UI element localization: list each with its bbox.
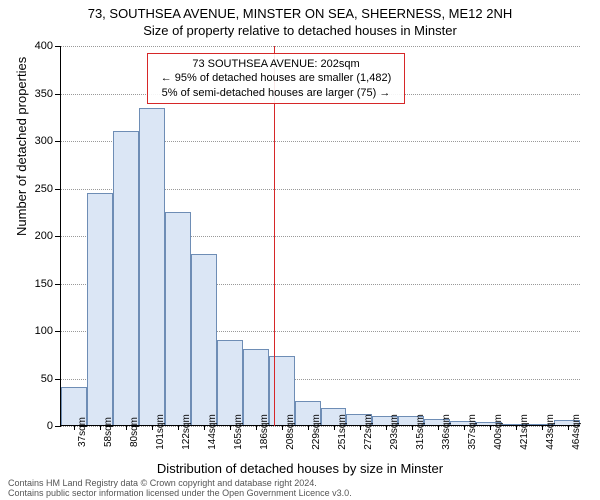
x-tick-label: 421sqm — [519, 414, 530, 450]
bar — [165, 212, 191, 425]
bar — [87, 193, 113, 425]
x-tick — [490, 425, 491, 430]
x-tick-label: 122sqm — [181, 414, 192, 450]
x-tick — [386, 425, 387, 430]
x-tick — [516, 425, 517, 430]
x-tick-label: 336sqm — [441, 414, 452, 450]
x-tick — [256, 425, 257, 430]
x-axis-label: Distribution of detached houses by size … — [0, 461, 600, 476]
x-tick — [438, 425, 439, 430]
x-tick-label: 101sqm — [155, 414, 166, 450]
x-tick — [334, 425, 335, 430]
y-tick-label: 200 — [35, 230, 53, 242]
annotation-line-2: ← 95% of detached houses are smaller (1,… — [154, 71, 398, 85]
x-tick — [568, 425, 569, 430]
x-tick-label: 251sqm — [337, 414, 348, 450]
y-tick-label: 50 — [41, 373, 53, 385]
y-tick-label: 0 — [47, 420, 53, 432]
x-tick — [464, 425, 465, 430]
x-tick-label: 293sqm — [389, 414, 400, 450]
y-axis-label: Number of detached properties — [14, 57, 29, 236]
x-tick-label: 315sqm — [415, 414, 426, 450]
y-tick-label: 100 — [35, 325, 53, 337]
x-tick — [152, 425, 153, 430]
y-tick-label: 250 — [35, 183, 53, 195]
y-tick-label: 300 — [35, 135, 53, 147]
x-tick-label: 443sqm — [545, 414, 556, 450]
x-tick-label: 58sqm — [103, 417, 114, 447]
x-tick-label: 464sqm — [571, 414, 582, 450]
x-tick-label: 165sqm — [233, 414, 244, 450]
y-tick-label: 400 — [35, 40, 53, 52]
y-tick — [55, 426, 61, 427]
x-tick — [542, 425, 543, 430]
footer-line-1: Contains HM Land Registry data © Crown c… — [8, 478, 352, 488]
x-tick — [308, 425, 309, 430]
x-tick — [412, 425, 413, 430]
x-tick-label: 186sqm — [259, 414, 270, 450]
x-tick-label: 229sqm — [311, 414, 322, 450]
bar — [113, 131, 139, 425]
x-tick — [230, 425, 231, 430]
x-tick — [178, 425, 179, 430]
x-tick-label: 357sqm — [467, 414, 478, 450]
bar — [191, 254, 217, 425]
footer-attribution: Contains HM Land Registry data © Crown c… — [8, 478, 352, 498]
x-tick-label: 80sqm — [129, 417, 140, 447]
page-title: 73, SOUTHSEA AVENUE, MINSTER ON SEA, SHE… — [0, 0, 600, 21]
chart-area: 05010015020025030035040037sqm58sqm80sqm1… — [60, 46, 580, 426]
x-tick — [204, 425, 205, 430]
annotation-line-3: 5% of semi-detached houses are larger (7… — [154, 86, 398, 100]
x-tick — [282, 425, 283, 430]
x-tick — [74, 425, 75, 430]
x-tick-label: 144sqm — [207, 414, 218, 450]
annotation-box: 73 SOUTHSEA AVENUE: 202sqm← 95% of detac… — [147, 53, 405, 104]
footer-line-2: Contains public sector information licen… — [8, 488, 352, 498]
x-tick-label: 400sqm — [493, 414, 504, 450]
bar — [139, 108, 165, 425]
x-tick — [360, 425, 361, 430]
x-tick-label: 37sqm — [77, 417, 88, 447]
x-tick-label: 208sqm — [285, 414, 296, 450]
x-tick-label: 272sqm — [363, 414, 374, 450]
bar — [217, 340, 243, 425]
x-tick — [100, 425, 101, 430]
page-subtitle: Size of property relative to detached ho… — [0, 21, 600, 38]
x-tick — [126, 425, 127, 430]
y-tick-label: 350 — [35, 88, 53, 100]
annotation-line-1: 73 SOUTHSEA AVENUE: 202sqm — [154, 57, 398, 71]
y-tick-label: 150 — [35, 278, 53, 290]
